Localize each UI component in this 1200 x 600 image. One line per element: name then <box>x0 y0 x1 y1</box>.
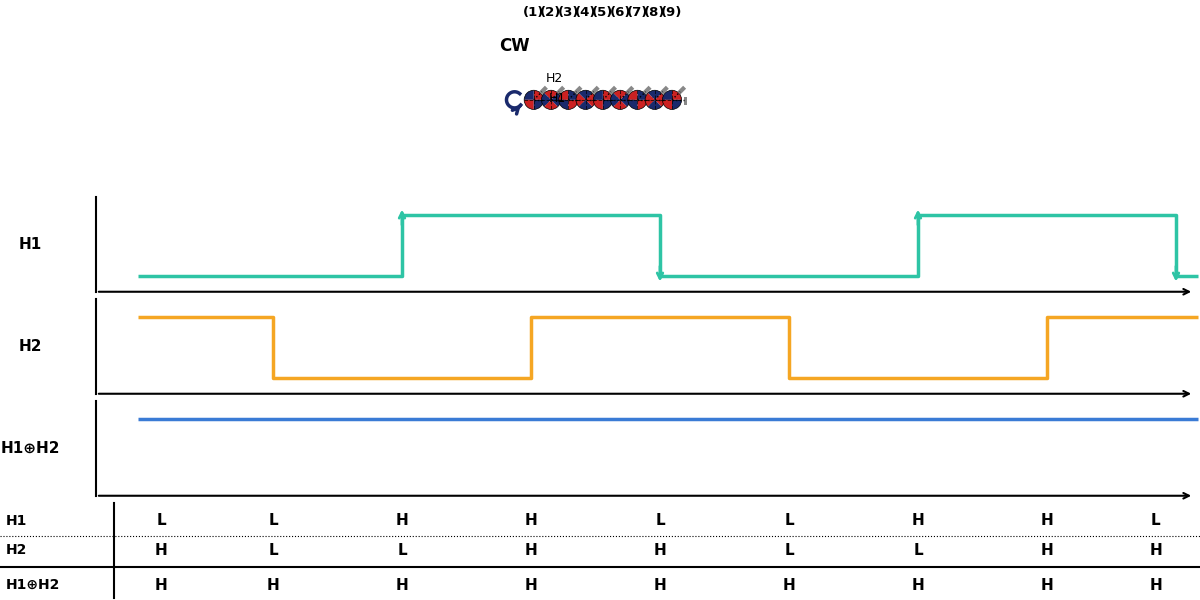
Text: H: H <box>654 543 666 558</box>
Text: (9): (9) <box>661 6 683 19</box>
Wedge shape <box>628 90 637 100</box>
Wedge shape <box>655 93 665 107</box>
Bar <box>684 97 688 105</box>
Wedge shape <box>551 93 560 107</box>
Text: H: H <box>1040 543 1054 558</box>
Wedge shape <box>578 100 593 109</box>
Text: H: H <box>912 578 924 593</box>
Text: H: H <box>155 543 168 558</box>
Bar <box>649 97 653 105</box>
Text: H: H <box>1040 513 1054 528</box>
Wedge shape <box>672 90 682 100</box>
Polygon shape <box>643 86 652 94</box>
Bar <box>598 97 601 105</box>
Text: H2: H2 <box>18 339 42 354</box>
Text: H: H <box>396 513 408 528</box>
Text: H1⊕H2: H1⊕H2 <box>6 578 60 592</box>
Text: H: H <box>266 578 280 593</box>
Text: (7): (7) <box>626 6 648 19</box>
Polygon shape <box>608 86 617 94</box>
Text: H: H <box>524 513 538 528</box>
Text: H: H <box>155 578 168 593</box>
Wedge shape <box>524 90 534 100</box>
Wedge shape <box>593 90 602 100</box>
Text: H: H <box>396 578 408 593</box>
Wedge shape <box>628 100 637 109</box>
Wedge shape <box>662 90 672 100</box>
Text: (2): (2) <box>540 6 562 19</box>
Text: (4): (4) <box>575 6 596 19</box>
Text: H: H <box>1150 543 1162 558</box>
Wedge shape <box>662 100 672 109</box>
Bar <box>614 97 618 105</box>
Text: CW: CW <box>499 37 530 55</box>
Bar <box>580 97 583 105</box>
Wedge shape <box>602 100 612 109</box>
Wedge shape <box>576 93 586 107</box>
Text: L: L <box>784 543 794 558</box>
Text: (1): (1) <box>523 6 545 19</box>
Wedge shape <box>672 100 682 109</box>
Text: L: L <box>268 513 278 528</box>
Text: (8): (8) <box>644 6 666 19</box>
Text: H: H <box>524 578 538 593</box>
Wedge shape <box>534 90 544 100</box>
Text: (3): (3) <box>558 6 580 19</box>
Wedge shape <box>545 100 558 109</box>
Wedge shape <box>593 100 602 109</box>
Text: H: H <box>912 513 924 528</box>
Text: H2: H2 <box>546 71 564 85</box>
Text: L: L <box>268 543 278 558</box>
Polygon shape <box>678 86 686 94</box>
Polygon shape <box>539 86 548 94</box>
Wedge shape <box>646 93 655 107</box>
Polygon shape <box>660 86 668 94</box>
Wedge shape <box>648 100 661 109</box>
Polygon shape <box>625 86 635 94</box>
Wedge shape <box>541 93 551 107</box>
Wedge shape <box>569 90 578 100</box>
Text: (6): (6) <box>610 6 631 19</box>
Text: L: L <box>397 543 407 558</box>
Text: H: H <box>1150 578 1162 593</box>
Wedge shape <box>613 100 626 109</box>
Wedge shape <box>545 90 558 100</box>
Text: H: H <box>782 578 796 593</box>
Wedge shape <box>602 90 612 100</box>
Wedge shape <box>586 93 595 107</box>
Bar <box>632 97 635 105</box>
Text: (5): (5) <box>592 6 613 19</box>
Wedge shape <box>559 90 569 100</box>
Text: H2: H2 <box>6 544 28 557</box>
Wedge shape <box>613 90 626 100</box>
Text: H: H <box>654 578 666 593</box>
Bar <box>666 97 670 105</box>
Bar <box>563 97 566 105</box>
Text: H1: H1 <box>6 514 28 528</box>
Wedge shape <box>569 100 578 109</box>
Wedge shape <box>534 100 544 109</box>
Wedge shape <box>648 90 661 100</box>
Text: H1: H1 <box>18 237 42 252</box>
Text: L: L <box>655 513 665 528</box>
Polygon shape <box>592 86 600 94</box>
Wedge shape <box>524 100 534 109</box>
Text: H1⊕H2: H1⊕H2 <box>0 441 60 456</box>
Wedge shape <box>559 100 569 109</box>
Wedge shape <box>620 93 630 107</box>
Text: L: L <box>156 513 166 528</box>
Polygon shape <box>574 86 582 94</box>
Text: L: L <box>1151 513 1160 528</box>
Wedge shape <box>637 100 647 109</box>
Text: H: H <box>1040 578 1054 593</box>
Text: H1: H1 <box>550 92 566 106</box>
Text: L: L <box>913 543 923 558</box>
Wedge shape <box>611 93 620 107</box>
Polygon shape <box>557 86 565 94</box>
Wedge shape <box>578 90 593 100</box>
Bar <box>546 97 548 105</box>
Text: L: L <box>784 513 794 528</box>
Wedge shape <box>637 90 647 100</box>
Text: H: H <box>524 543 538 558</box>
